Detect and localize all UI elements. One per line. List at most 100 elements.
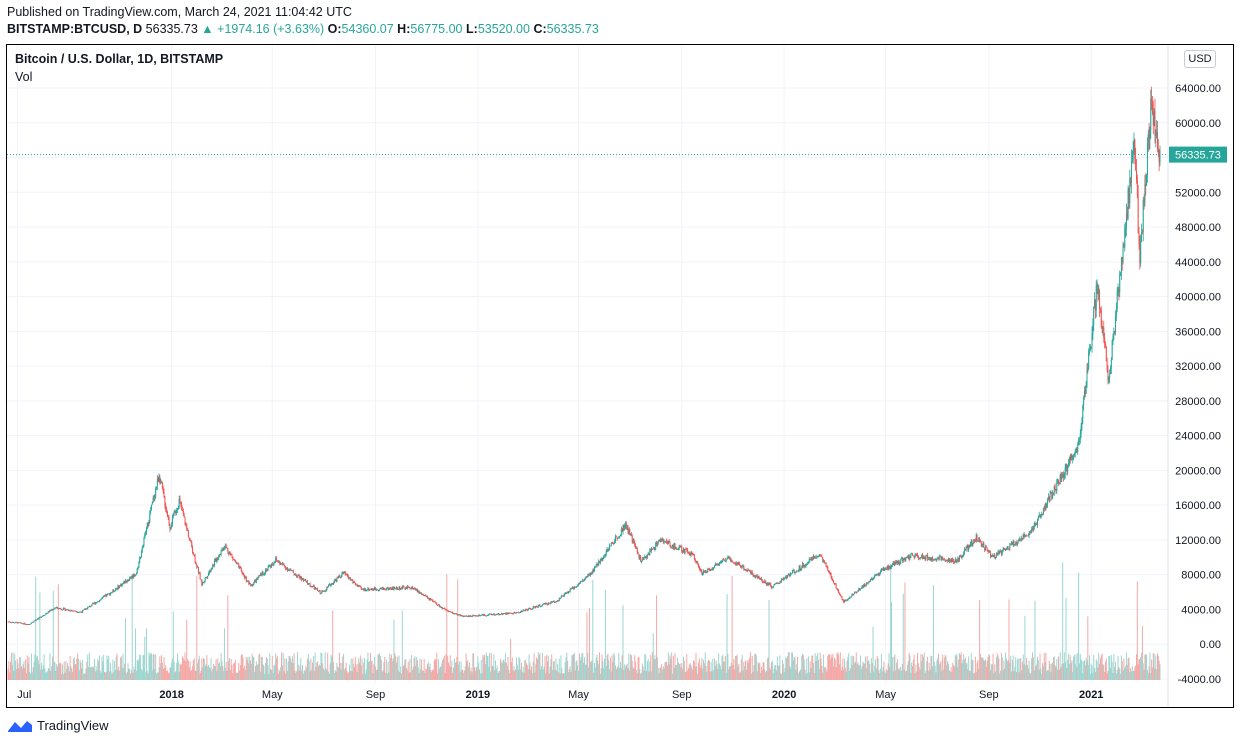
candle-body	[855, 592, 857, 593]
candle-body	[190, 540, 192, 542]
candle-body	[680, 546, 682, 548]
candle-body	[715, 563, 717, 566]
candle-body	[251, 585, 253, 586]
candle-body	[348, 576, 350, 579]
candle-body	[357, 585, 359, 587]
candle-body	[973, 539, 975, 544]
volume-bar	[151, 670, 153, 680]
volume-bar	[199, 673, 201, 680]
candle-body	[325, 590, 327, 591]
currency-button[interactable]: USD	[1184, 50, 1216, 68]
candle-body	[849, 597, 851, 599]
candle-body	[628, 529, 630, 534]
candle-body	[760, 578, 762, 580]
volume-bar	[611, 655, 613, 680]
candle-body	[1126, 213, 1128, 218]
volume-bar	[526, 663, 528, 680]
volume-bar	[447, 662, 449, 680]
volume-bar	[672, 656, 674, 680]
candle-body	[614, 536, 616, 541]
volume-bar	[1029, 672, 1031, 680]
candle-body	[1014, 544, 1016, 546]
candle-body	[350, 579, 352, 581]
volume-bar	[150, 653, 152, 680]
volume-bar	[353, 663, 355, 680]
volume-bar	[1070, 662, 1072, 680]
volume-bar	[998, 658, 1000, 680]
volume-bar	[1057, 656, 1059, 680]
volume-bar	[578, 653, 580, 680]
candle-body	[722, 558, 724, 561]
volume-bar	[730, 662, 732, 680]
volume-bar	[1120, 673, 1122, 680]
volume-bar	[820, 658, 822, 680]
volume-bar	[1110, 654, 1112, 680]
volume-bar	[370, 661, 372, 680]
candle-body	[144, 534, 146, 539]
volume-bar	[459, 671, 461, 680]
volume-bar	[484, 654, 486, 680]
volume-bar	[1124, 667, 1126, 680]
volume-bar	[171, 658, 173, 680]
volume-bar	[462, 669, 464, 680]
volume-bar	[444, 672, 446, 680]
candle-body	[530, 608, 532, 610]
volume-bar	[701, 658, 703, 680]
candle-body	[205, 577, 207, 579]
volume-bar	[1071, 660, 1073, 680]
volume-bar	[1158, 660, 1160, 680]
volume-bar	[840, 670, 842, 680]
volume-bar	[996, 653, 998, 680]
volume-bar	[659, 667, 661, 680]
candle-body	[441, 607, 443, 609]
candle-body	[36, 619, 38, 621]
volume-bar	[1118, 667, 1120, 680]
volume-bar	[732, 664, 734, 680]
candle-body	[387, 587, 389, 590]
volume-bar	[1073, 654, 1075, 680]
candle-body	[1085, 385, 1087, 394]
volume-bar	[552, 661, 554, 680]
candle-body	[592, 569, 594, 573]
volume-bar	[776, 670, 778, 680]
candle-body	[958, 555, 960, 561]
volume-bar	[247, 656, 249, 680]
volume-bar	[1138, 659, 1140, 680]
volume-bar	[885, 669, 887, 680]
volume-bar	[104, 672, 106, 680]
volume-bar	[255, 661, 257, 680]
chart-frame[interactable]	[6, 44, 1234, 708]
candle-body	[497, 613, 499, 615]
volume-bar	[531, 673, 533, 680]
brand[interactable]: TradingView	[7, 718, 109, 733]
volume-bar	[476, 666, 478, 680]
volume-bar	[1048, 660, 1050, 680]
candle-body	[651, 548, 653, 551]
volume-bar	[317, 661, 319, 680]
candle-body	[1159, 150, 1161, 163]
volume-bar	[161, 662, 163, 680]
volume-bar	[689, 662, 691, 680]
candle-body	[98, 601, 100, 602]
volume-bar	[665, 661, 667, 680]
candle-body	[422, 593, 424, 596]
candle-body	[214, 558, 216, 561]
volume-bar	[453, 667, 455, 680]
volume-bar	[679, 663, 681, 680]
volume-bar	[729, 666, 731, 680]
candle-body	[503, 613, 505, 615]
candle-body	[917, 554, 919, 557]
candle-body	[837, 588, 839, 591]
candle-body	[541, 605, 543, 607]
volume-bar	[932, 666, 934, 680]
volume-bar	[604, 659, 606, 680]
candle-body	[278, 561, 280, 563]
candle-body	[150, 510, 152, 514]
candle-body	[689, 554, 691, 556]
candle-body	[589, 572, 591, 576]
candle-body	[894, 561, 896, 566]
volume-bar	[1114, 667, 1116, 680]
candle-body	[84, 609, 86, 610]
candle-body	[866, 582, 868, 584]
